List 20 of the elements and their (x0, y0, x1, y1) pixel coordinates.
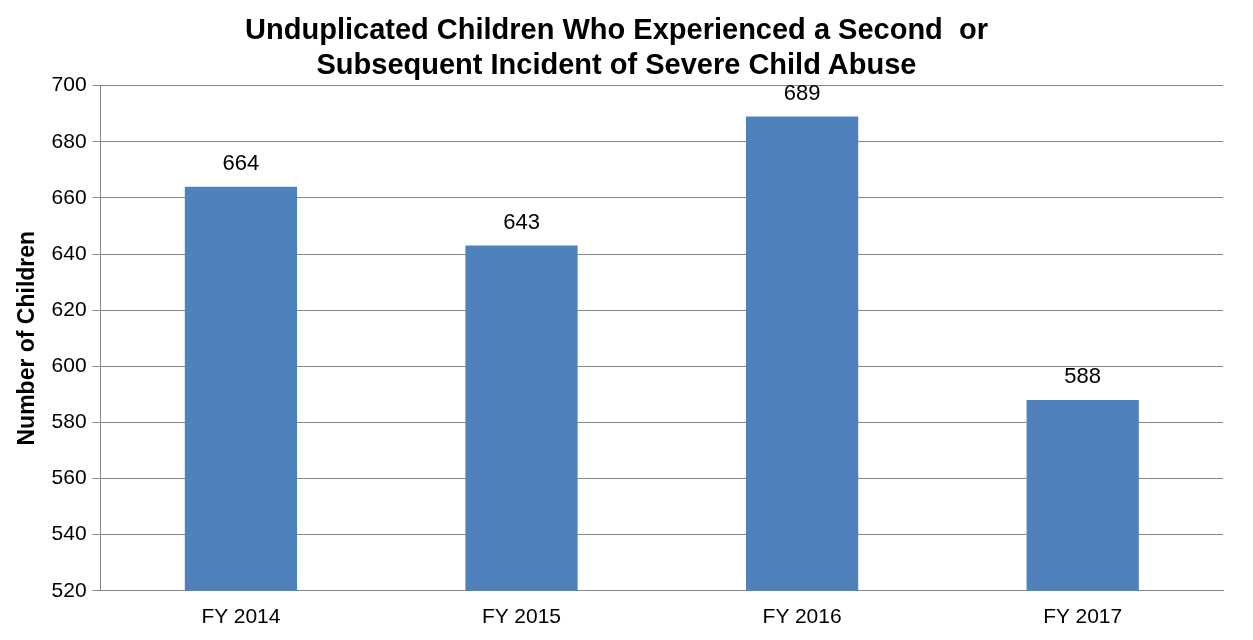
y-tick-label: 560 (51, 465, 87, 489)
x-tick-label: FY 2017 (1043, 604, 1123, 628)
y-tick-label: 620 (51, 296, 87, 320)
y-tick-label: 640 (51, 240, 87, 264)
y-tick-label: 680 (51, 128, 87, 152)
data-label: 664 (222, 149, 260, 175)
x-tick-label: FY 2015 (482, 604, 562, 628)
y-tick-label: 540 (51, 521, 87, 545)
y-tick-label: 520 (51, 577, 87, 601)
data-label: 588 (1064, 363, 1102, 389)
x-tick-label: FY 2016 (762, 604, 842, 628)
y-tick-label: 600 (51, 353, 87, 377)
data-label: 689 (783, 79, 821, 105)
data-label: 643 (503, 208, 540, 234)
y-axis-title: Number of Children (13, 230, 40, 446)
chart-title: Unduplicated Children Who Experienced a Second or Subsequent Incident of Severe Child Abuse (245, 13, 988, 81)
y-tick-label: 580 (51, 409, 87, 433)
y-tick-label: 660 (51, 184, 87, 208)
x-tick-label: FY 2014 (201, 604, 281, 628)
y-tick-label: 700 (51, 72, 87, 96)
